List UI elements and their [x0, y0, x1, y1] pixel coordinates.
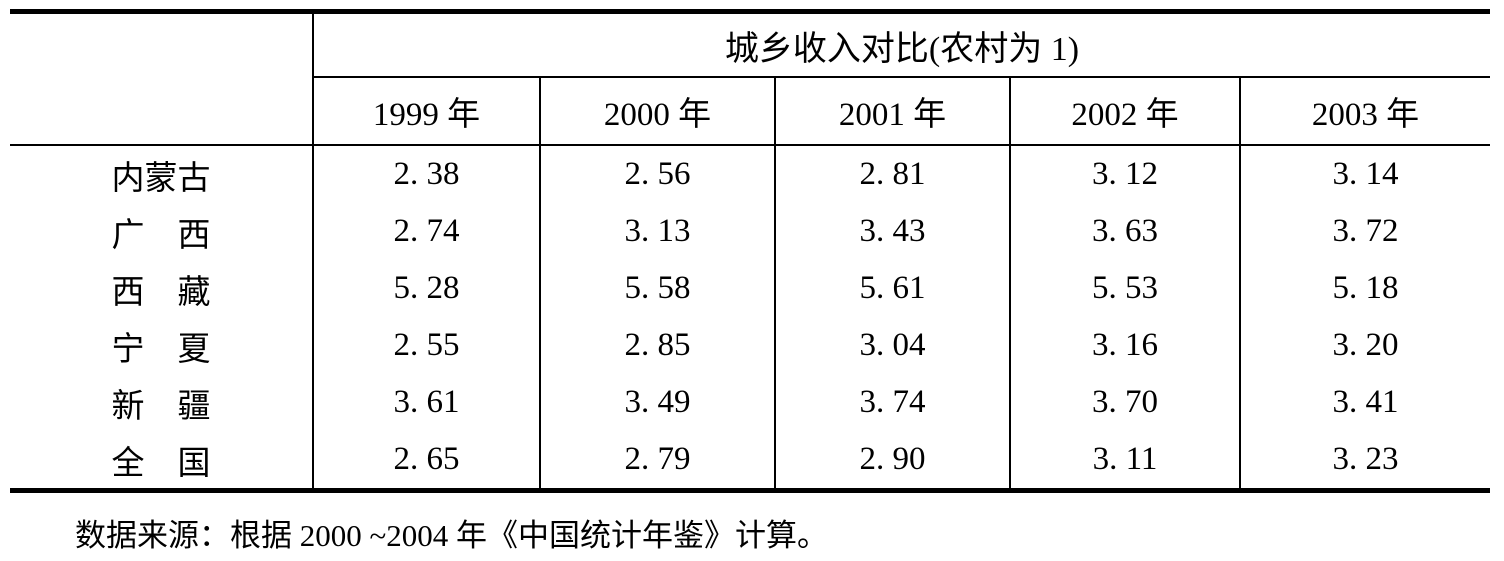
year-header-2002: 2002 年 — [1009, 77, 1240, 146]
table-row: 广西 2. 74 3. 13 3. 43 3. 63 3. 72 — [10, 203, 1490, 260]
table-row: 内蒙古 2. 38 2. 56 2. 81 3. 12 3. 14 — [10, 145, 1490, 203]
data-cell: 2. 38 — [312, 145, 540, 203]
table-row: 西藏 5. 28 5. 58 5. 61 5. 53 5. 18 — [10, 260, 1490, 317]
data-cell: 2. 65 — [312, 431, 540, 491]
data-cell: 5. 18 — [1239, 260, 1490, 317]
data-cell: 2. 90 — [774, 431, 1010, 491]
region-name: 内蒙古 — [111, 160, 211, 197]
row-label: 广西 — [10, 203, 313, 260]
row-label: 全国 — [10, 431, 313, 491]
region-name: 新疆 — [111, 388, 211, 425]
region-name: 西藏 — [111, 274, 211, 311]
row-label: 宁夏 — [10, 317, 313, 374]
data-cell: 2. 56 — [539, 145, 775, 203]
data-cell: 3. 11 — [1009, 431, 1240, 491]
data-cell: 2. 79 — [539, 431, 775, 491]
data-cell: 3. 74 — [774, 374, 1010, 431]
table-row: 全国 2. 65 2. 79 2. 90 3. 11 3. 23 — [10, 431, 1490, 491]
row-label: 内蒙古 — [10, 145, 313, 203]
data-cell: 3. 41 — [1239, 374, 1490, 431]
data-cell: 3. 49 — [539, 374, 775, 431]
source-note: 数据来源：根据 2000 ~2004 年《中国统计年鉴》计算。 — [75, 518, 829, 553]
region-name: 宁夏 — [111, 331, 211, 368]
year-header-1999: 1999 年 — [313, 77, 540, 146]
data-cell: 3. 23 — [1239, 431, 1490, 491]
data-cell: 3. 20 — [1239, 317, 1490, 374]
data-cell: 5. 58 — [539, 260, 775, 317]
data-cell: 2. 85 — [539, 317, 775, 374]
table-row: 宁夏 2. 55 2. 85 3. 04 3. 16 3. 20 — [10, 317, 1490, 374]
table-title-row: 城乡收入对比(农村为 1) — [10, 11, 1490, 146]
year-header-2000: 2000 年 — [539, 77, 775, 146]
year-header-2003: 2003 年 — [1239, 77, 1490, 146]
data-cell: 5. 53 — [1009, 260, 1240, 317]
data-cell: 3. 72 — [1239, 203, 1490, 260]
data-cell: 5. 28 — [312, 260, 540, 317]
region-name: 全国 — [111, 445, 211, 482]
stub-cell — [10, 11, 314, 146]
data-cell: 3. 63 — [1009, 203, 1240, 260]
data-cell: 3. 04 — [774, 317, 1010, 374]
data-cell: 3. 43 — [774, 203, 1010, 260]
data-cell: 5. 61 — [774, 260, 1010, 317]
table-title: 城乡收入对比(农村为 1) — [313, 11, 1490, 78]
data-cell: 2. 81 — [774, 145, 1010, 203]
data-cell: 2. 74 — [312, 203, 540, 260]
data-cell: 2. 55 — [312, 317, 540, 374]
data-cell: 3. 16 — [1009, 317, 1240, 374]
table-year-header-row: 1999 年 2000 年 2001 年 2002 年 2003 年 — [10, 77, 1490, 146]
data-cell: 3. 70 — [1009, 374, 1240, 431]
region-name: 广西 — [111, 217, 211, 254]
data-cell: 3. 13 — [539, 203, 775, 260]
row-label: 新疆 — [10, 374, 313, 431]
year-header-2001: 2001 年 — [774, 77, 1010, 146]
data-cell: 3. 12 — [1009, 145, 1240, 203]
data-cell: 3. 14 — [1239, 145, 1490, 203]
row-label: 西藏 — [10, 260, 313, 317]
table-row: 新疆 3. 61 3. 49 3. 74 3. 70 3. 41 — [10, 374, 1490, 431]
income-ratio-table: 城乡收入对比(农村为 1) 1999 年 2000 年 2001 年 2002 … — [10, 9, 1490, 493]
data-cell: 3. 61 — [312, 374, 540, 431]
